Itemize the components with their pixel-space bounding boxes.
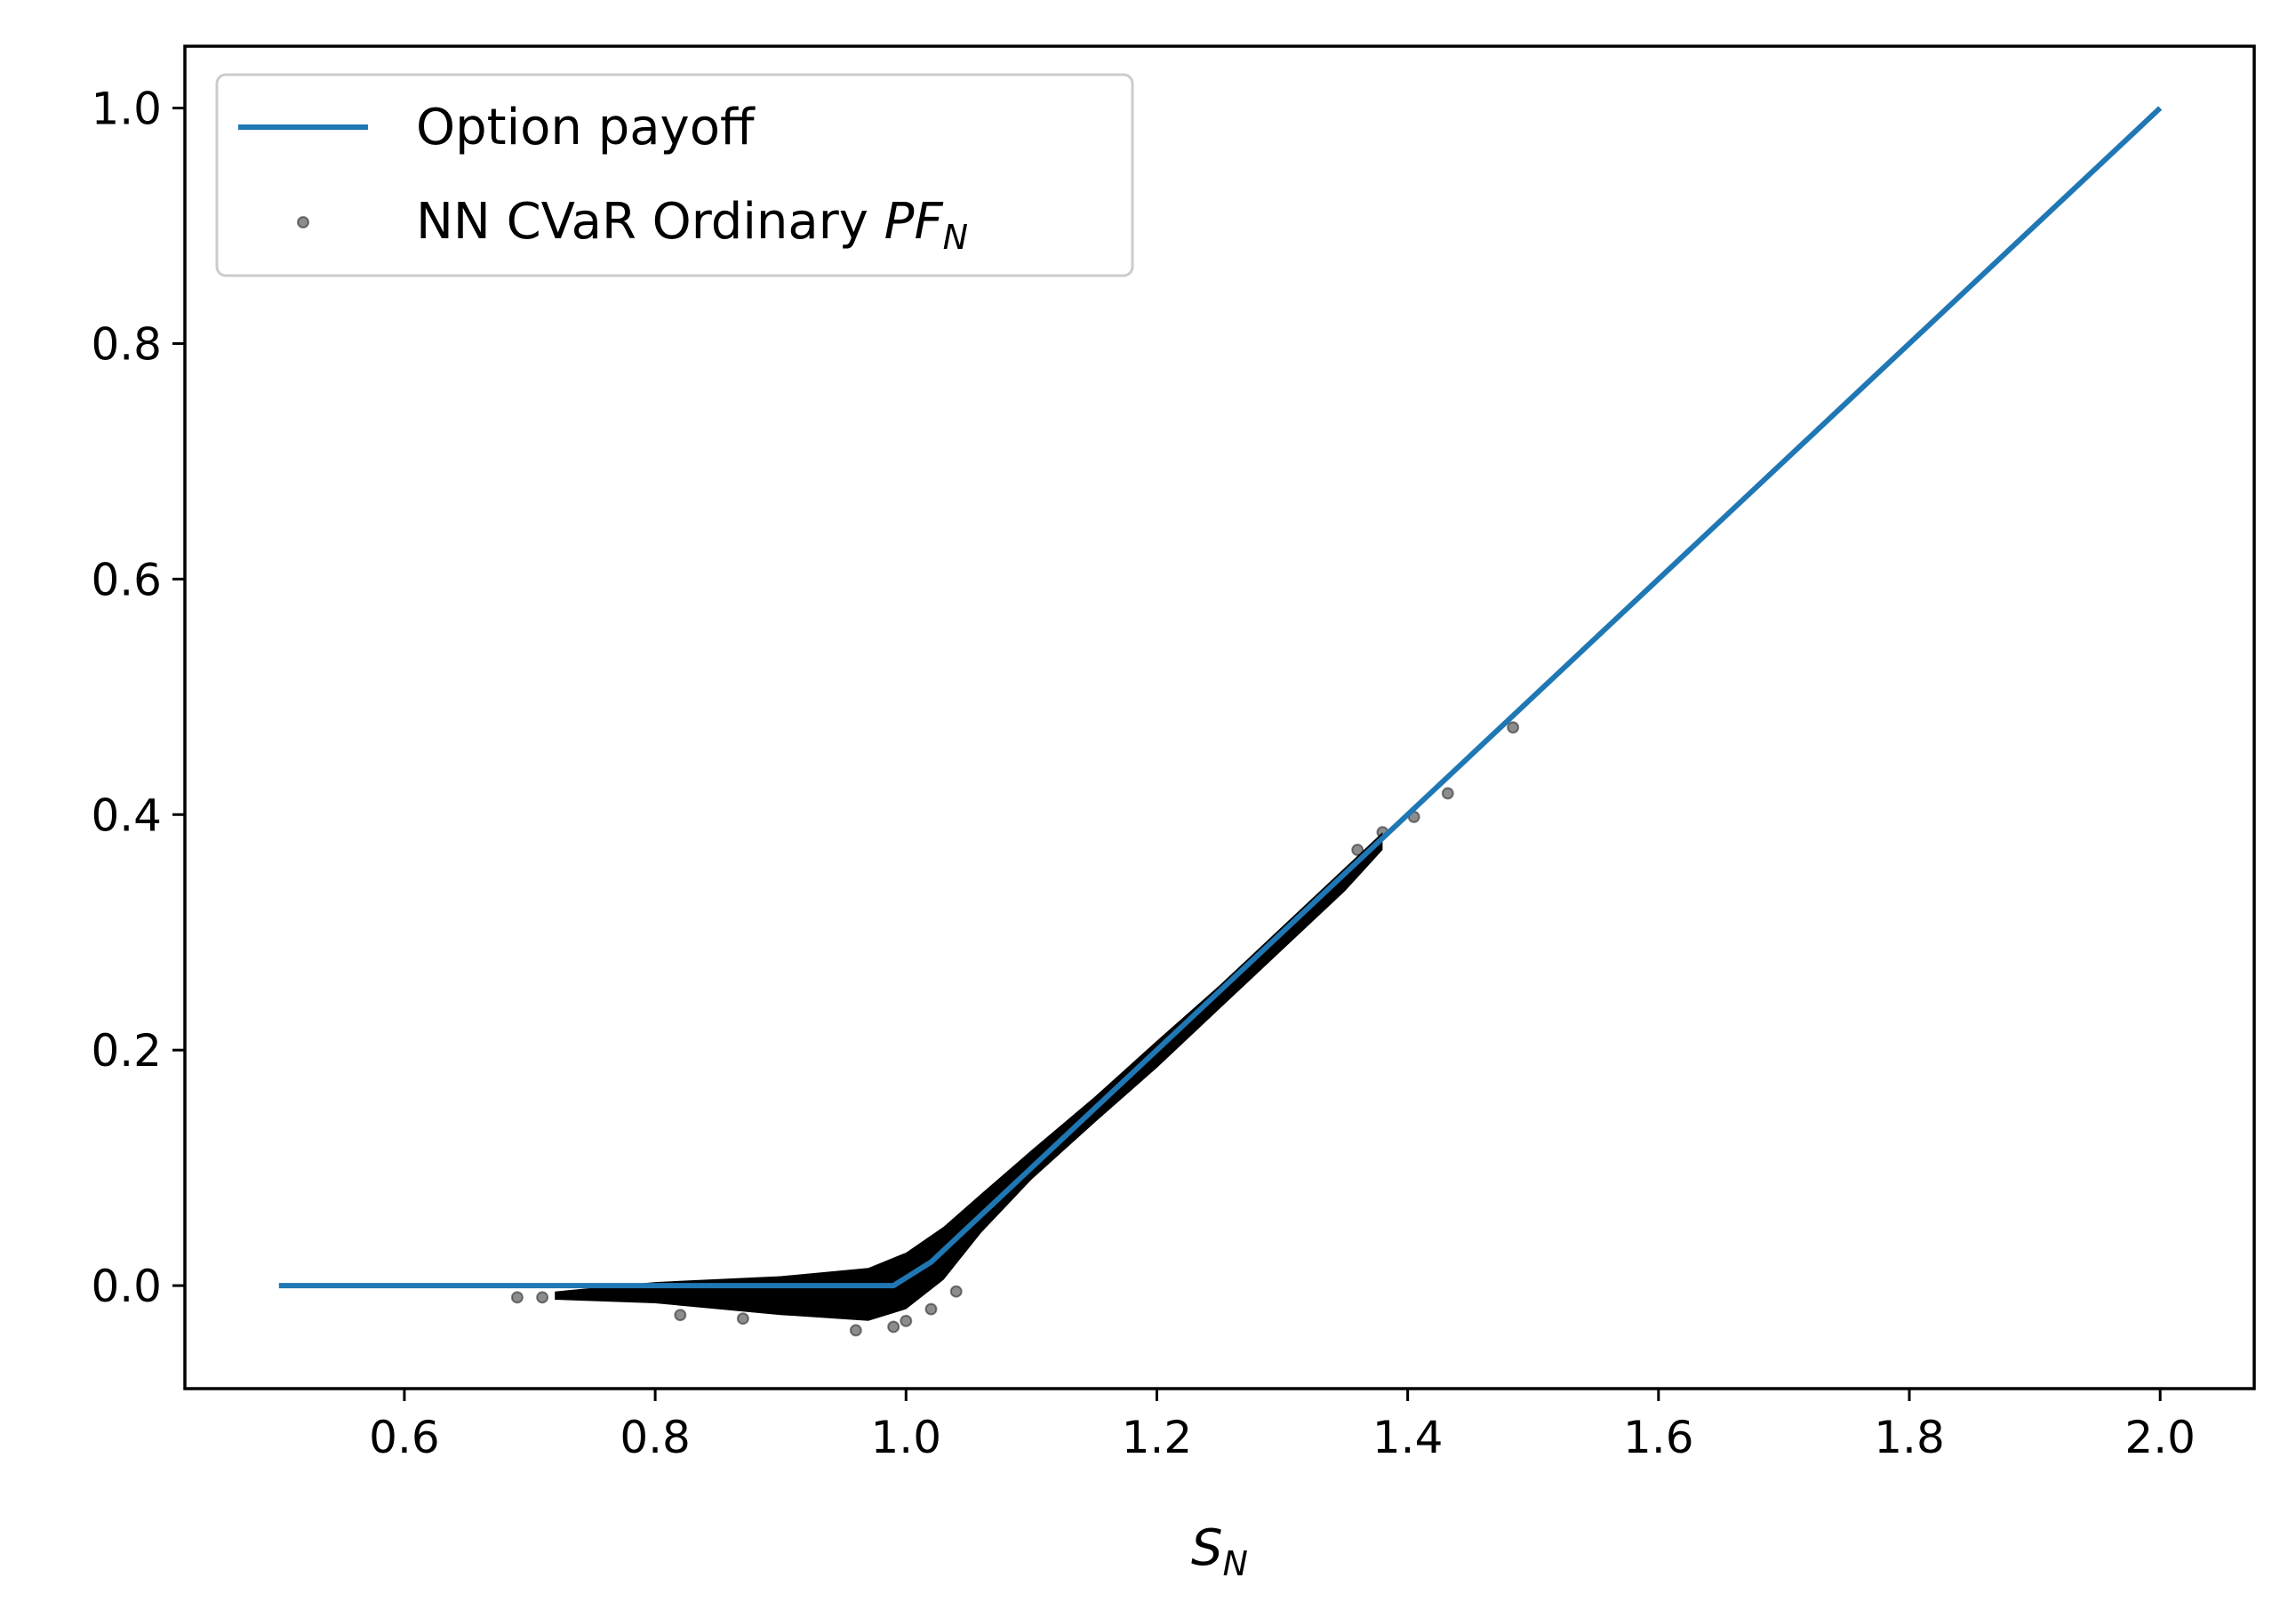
scatter-point: [900, 1314, 913, 1327]
scatter-point: [949, 1285, 963, 1298]
legend-label: NN CVaR Ordinary PFN: [416, 193, 968, 257]
x-tick-label: 0.8: [620, 1412, 691, 1463]
y-tick-label: 0.6: [91, 554, 162, 605]
x-tick-label: 1.2: [1122, 1412, 1193, 1463]
legend-box: [215, 73, 1134, 277]
x-tick-label: 1.0: [871, 1412, 942, 1463]
y-axis: 0.0 0.2 0.4 0.6 0.8 1.0: [91, 84, 185, 1312]
y-tick-label: 1.0: [91, 84, 162, 135]
legend-label: Option payoff: [416, 99, 756, 156]
scatter-point: [536, 1291, 549, 1304]
scatter-point: [736, 1312, 749, 1326]
y-tick-label: 0.8: [91, 318, 162, 370]
scatter-point: [924, 1302, 938, 1316]
legend: Option payoff NN CVaR Ordinary PFN: [215, 73, 1134, 277]
x-axis: 0.6 0.8 1.0 1.2 1.4 1.6 1.8 2.0: [369, 1389, 2196, 1463]
y-tick-label: 0.0: [91, 1261, 162, 1312]
scatter-point: [849, 1324, 862, 1337]
scatter-point: [887, 1320, 900, 1334]
x-tick-label: 1.6: [1623, 1412, 1694, 1463]
scatter-point: [1351, 844, 1364, 857]
scatter-point: [674, 1309, 687, 1322]
plot-area: [278, 106, 2163, 1337]
scatter-point: [1507, 721, 1520, 734]
series-line: [278, 106, 2163, 1289]
y-tick-label: 0.2: [91, 1025, 162, 1077]
x-tick-label: 0.6: [369, 1412, 440, 1463]
scatter-point: [510, 1291, 524, 1304]
scatter-point: [1441, 787, 1454, 800]
x-tick-label: 2.0: [2124, 1412, 2196, 1463]
y-tick-label: 0.4: [91, 789, 162, 841]
x-tick-label: 1.8: [1874, 1412, 1945, 1463]
x-axis-label: SN: [1191, 1519, 1248, 1583]
legend-swatch-marker: [297, 216, 309, 228]
plot-frame: [183, 44, 2256, 1390]
x-tick-label: 1.4: [1372, 1412, 1444, 1463]
